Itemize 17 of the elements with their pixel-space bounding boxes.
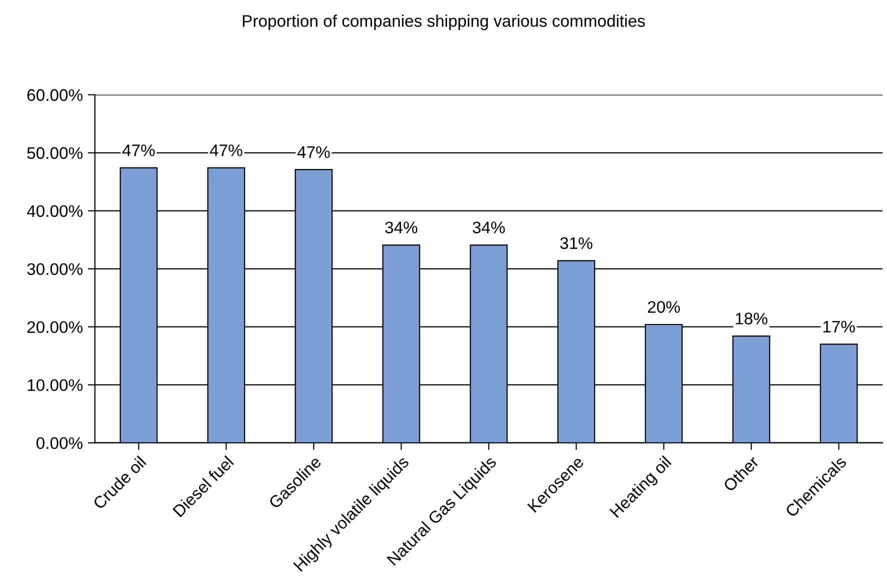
data-label: 47%: [122, 144, 155, 156]
y-tick-label: 30.00%: [27, 263, 83, 276]
y-tick-label: 0.00%: [36, 437, 83, 450]
data-label: 31%: [560, 237, 592, 250]
data-label: 17%: [823, 320, 855, 333]
data-label: 34%: [385, 222, 418, 234]
y-tick-label: 10.00%: [28, 379, 83, 392]
data-label: 34%: [472, 222, 505, 234]
data-label: 47%: [297, 146, 330, 158]
data-label: 20%: [648, 301, 680, 313]
y-tick-label: 20.00%: [27, 321, 83, 334]
y-tick-label: 60.00%: [27, 89, 83, 101]
chart-title: Proportion of companies shipping various commodities: [242, 14, 645, 30]
y-tick-label: 50.00%: [27, 147, 83, 159]
data-label: 47%: [210, 144, 242, 156]
y-tick-label: 40.00%: [26, 205, 83, 217]
data-label: 18%: [736, 312, 768, 324]
